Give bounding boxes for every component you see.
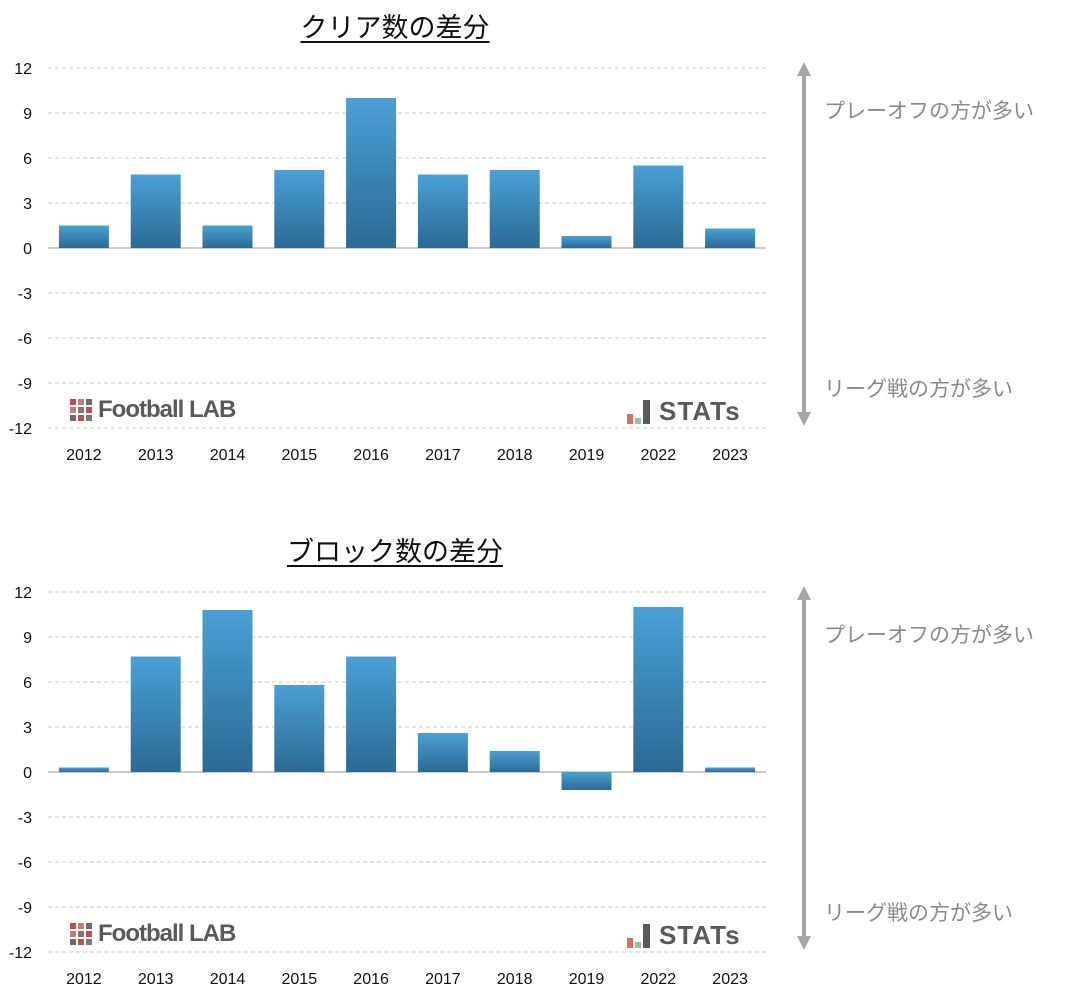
x-tick-label: 2015 xyxy=(282,447,318,464)
football-lab-wordmark: Football LAB xyxy=(98,920,236,947)
y-tick-label: -9 xyxy=(18,900,32,917)
stats-bars-icon xyxy=(627,398,653,426)
y-tick-label: -3 xyxy=(18,810,32,827)
y-tick-label: 0 xyxy=(23,765,32,782)
football-lab-logo: Football LAB xyxy=(70,918,236,950)
x-tick-label: 2018 xyxy=(497,447,533,464)
y-tick-label: 3 xyxy=(23,720,32,737)
bar-2016 xyxy=(346,656,397,772)
bar-2022 xyxy=(633,607,684,772)
y-tick-label: 9 xyxy=(23,106,32,123)
y-tick-label: -12 xyxy=(9,421,32,438)
stats-wordmark: STATs xyxy=(659,396,741,426)
bar-2017 xyxy=(417,174,468,248)
y-tick-label: -3 xyxy=(18,286,32,303)
stats-logo: STATs xyxy=(627,918,741,950)
x-tick-label: 2022 xyxy=(641,447,677,464)
x-tick-label: 2017 xyxy=(425,447,461,464)
y-tick-label: 6 xyxy=(23,675,32,692)
bar-2016 xyxy=(346,98,397,248)
league-more-label: リーグ戦の方が多い xyxy=(824,902,1013,925)
y-tick-label: -9 xyxy=(18,376,32,393)
bar-2022 xyxy=(633,165,684,248)
x-tick-label: 2013 xyxy=(138,447,174,464)
playoff-more-label: プレーオフの方が多い xyxy=(824,100,1034,123)
bar-2014 xyxy=(202,225,253,248)
chart-panel-clears: クリア数の差分 12 9 6 3 0 -3 -6 -9 -12 2012 2013 2014 2015 2… xyxy=(0,0,1070,480)
stats-wordmark: STATs xyxy=(659,920,741,950)
y-tick-label: 9 xyxy=(23,630,32,647)
x-tick-label: 2015 xyxy=(282,971,318,988)
y-tick-label: -6 xyxy=(18,855,32,872)
x-tick-label: 2018 xyxy=(497,971,533,988)
football-lab-wordmark: Football LAB xyxy=(98,396,236,423)
chart-title: クリア数の差分 xyxy=(300,13,490,43)
x-tick-label: 2012 xyxy=(66,447,102,464)
league-more-label: リーグ戦の方が多い xyxy=(824,378,1013,401)
x-tick-label: 2023 xyxy=(712,971,748,988)
y-tick-label: 0 xyxy=(23,241,32,258)
y-tick-label: 12 xyxy=(14,585,32,602)
arrow-down-icon xyxy=(797,412,811,426)
bar-2019 xyxy=(561,236,612,248)
football-lab-grid-icon xyxy=(70,399,92,421)
football-lab-grid-icon xyxy=(70,923,92,945)
bar-2018 xyxy=(489,170,540,248)
x-tick-label: 2014 xyxy=(210,447,246,464)
bar-2013 xyxy=(130,174,181,248)
bar-chart-clears: 12 9 6 3 0 -3 -6 -9 -12 2012 2013 2014 2015 2016 2017 2… xyxy=(9,61,811,464)
arrow-down-icon xyxy=(797,936,811,950)
x-tick-label: 2016 xyxy=(353,447,389,464)
x-tick-label: 2022 xyxy=(641,971,677,988)
x-tick-label: 2019 xyxy=(569,447,605,464)
x-tick-label: 2012 xyxy=(66,971,102,988)
bar-2015 xyxy=(274,170,325,248)
bar-2013 xyxy=(130,656,181,772)
football-lab-logo: Football LAB xyxy=(70,394,236,426)
chart-title: ブロック数の差分 xyxy=(287,537,503,567)
playoff-more-label: プレーオフの方が多い xyxy=(824,624,1034,647)
bar-2023 xyxy=(705,228,756,248)
arrow-up-icon xyxy=(797,586,811,600)
x-tick-label: 2016 xyxy=(353,971,389,988)
bar-2012 xyxy=(58,767,109,772)
x-tick-label: 2023 xyxy=(712,447,748,464)
x-tick-label: 2013 xyxy=(138,971,174,988)
bar-2019 xyxy=(561,772,612,790)
stats-logo: STATs xyxy=(627,394,741,426)
stats-bars-icon xyxy=(627,922,653,950)
x-tick-label: 2017 xyxy=(425,971,461,988)
bar-2012 xyxy=(58,225,109,248)
x-tick-label: 2014 xyxy=(210,971,246,988)
bar-2017 xyxy=(417,733,468,772)
chart-panel-blocks: ブロック数の差分 12 9 6 3 0 -3 -6 -9 -12 2012 2013 2014 2015… xyxy=(0,524,1070,1004)
y-tick-label: -12 xyxy=(9,945,32,962)
y-tick-label: 6 xyxy=(23,151,32,168)
y-tick-label: 12 xyxy=(14,61,32,78)
bar-chart-blocks: 12 9 6 3 0 -3 -6 -9 -12 2012 2013 2014 2015 2016 2017 2… xyxy=(9,585,811,988)
bar-2023 xyxy=(705,767,756,772)
bar-2015 xyxy=(274,685,325,772)
y-tick-label: -6 xyxy=(18,331,32,348)
x-tick-label: 2019 xyxy=(569,971,605,988)
bar-2018 xyxy=(489,751,540,772)
arrow-up-icon xyxy=(797,62,811,76)
bar-2014 xyxy=(202,610,253,772)
y-tick-label: 3 xyxy=(23,196,32,213)
